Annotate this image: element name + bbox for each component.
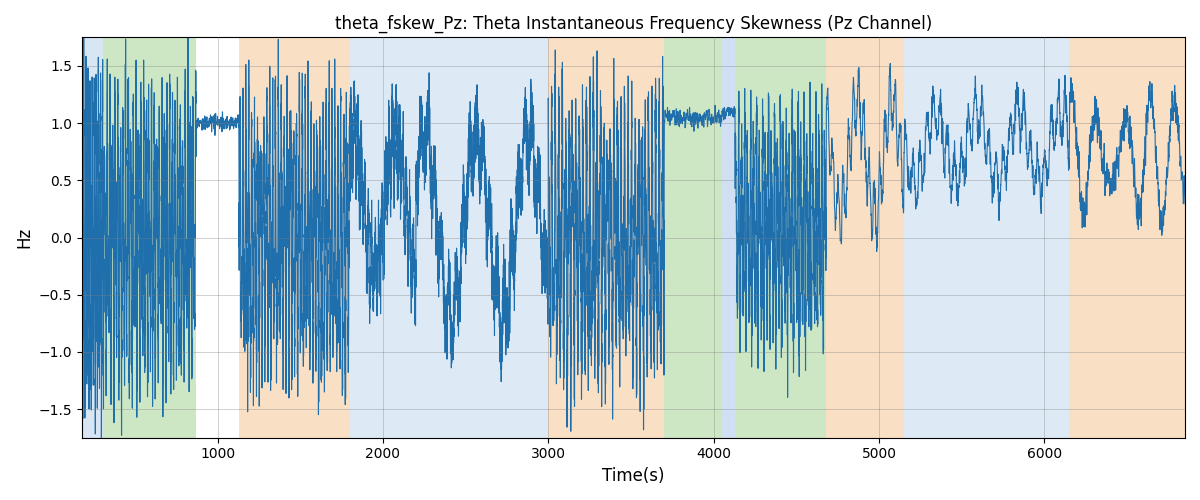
Bar [103,38,196,438]
Bar [736,38,826,438]
Bar [904,38,1069,438]
Bar [548,38,664,438]
Bar [350,38,548,438]
Bar [1069,38,1184,438]
Title: theta_fskew_Pz: Theta Instantaneous Frequency Skewness (Pz Channel): theta_fskew_Pz: Theta Instantaneous Freq… [335,15,932,34]
Y-axis label: Hz: Hz [14,227,32,248]
Bar [826,38,904,438]
Bar [722,38,736,438]
Bar [82,38,103,438]
Bar [239,38,350,438]
X-axis label: Time(s): Time(s) [602,467,665,485]
Bar [664,38,722,438]
